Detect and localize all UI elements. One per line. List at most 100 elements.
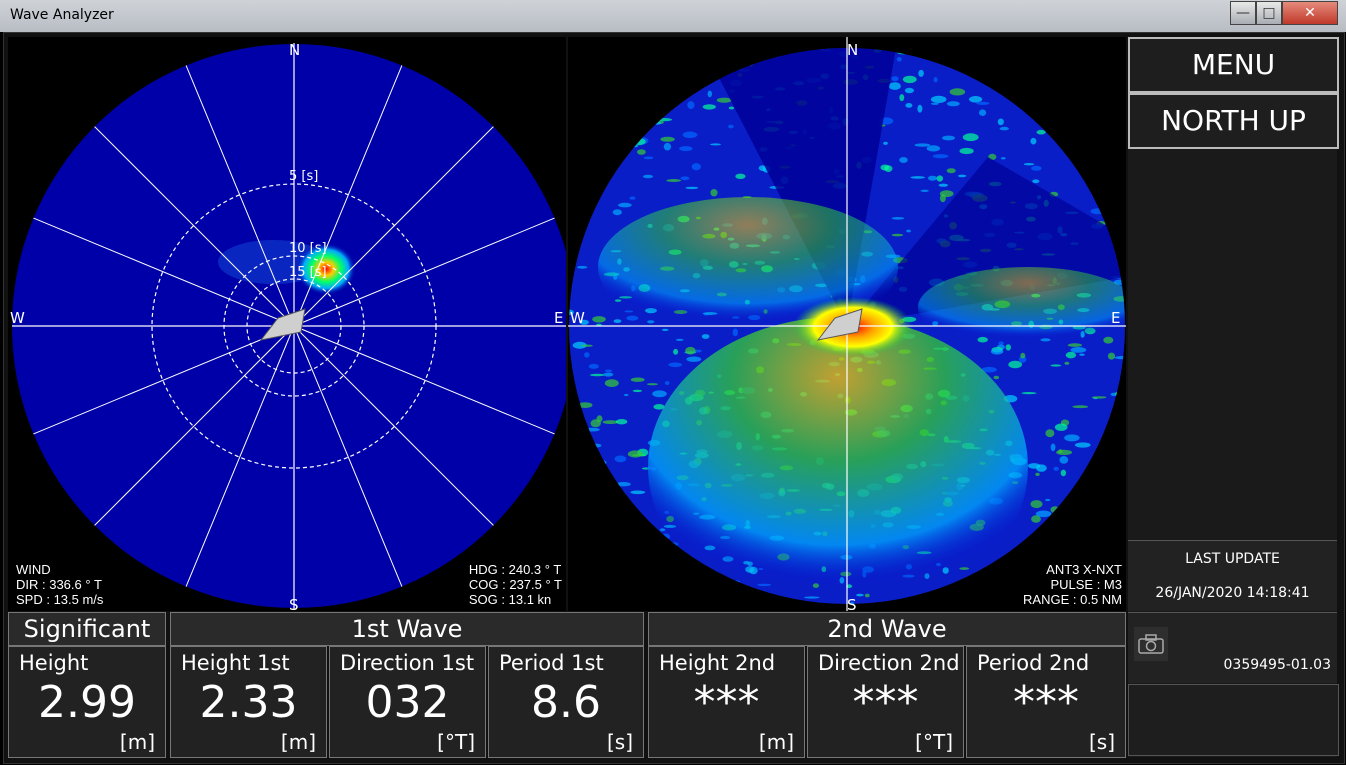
echo-speck (1072, 405, 1089, 409)
wind-speed: SPD : 13.5 m/s (16, 592, 104, 607)
height-2nd-unit: [m] (758, 730, 794, 754)
period-2nd-cell: Period 2nd *** [s] (966, 646, 1126, 758)
echo-speck (748, 597, 764, 604)
echo-speck (582, 146, 597, 149)
echo-speck (572, 109, 581, 115)
echo-speck (1090, 208, 1105, 215)
echo-speck (569, 486, 579, 492)
echo-speck (627, 134, 642, 140)
echo-speck (993, 375, 1000, 380)
echo-speck (592, 316, 606, 323)
echo-speck (661, 328, 669, 331)
echo-speck (588, 443, 602, 448)
echo-speck (1091, 396, 1107, 399)
west-label: W (10, 309, 25, 327)
echo-speck (1059, 456, 1069, 464)
echo-speck (666, 179, 682, 182)
echo-speck (1012, 572, 1020, 581)
echo-speck (618, 110, 623, 118)
echo-speck (592, 448, 598, 455)
echo-speck (969, 96, 983, 103)
echo-speck (1054, 423, 1068, 431)
echo-speck (657, 118, 672, 122)
echo-speck (647, 556, 654, 564)
echo-speck (998, 590, 1010, 597)
echo-speck (631, 45, 644, 47)
echo-speck (590, 373, 605, 377)
bearing-line (293, 126, 494, 327)
second-wave-header: 2nd Wave (648, 612, 1126, 646)
echo-speck (1067, 343, 1082, 347)
maximize-button[interactable]: □ (1256, 1, 1282, 25)
echo-speck (1019, 99, 1028, 102)
echo-speck (1096, 537, 1108, 545)
echo-speck (1090, 498, 1101, 502)
range-value: RANGE : 0.5 NM (1023, 592, 1122, 607)
echo-speck (1050, 443, 1056, 452)
echo-speck (590, 419, 601, 428)
echo-speck (597, 460, 607, 466)
echo-speck (570, 464, 581, 468)
wave-spectrum-panel[interactable]: N S E W 5 [s] 10 [s] 15 [s] WIND DIR : 3… (8, 37, 566, 611)
echo-speck (581, 54, 597, 60)
sog-value: SOG : 13.1 kn (468, 592, 552, 607)
echo-speck (663, 142, 672, 151)
echo-speck (569, 241, 578, 246)
echo-speck (1050, 506, 1060, 514)
echo-speck (931, 40, 935, 43)
echo-speck (626, 315, 639, 321)
echo-speck (624, 310, 634, 313)
echo-speck (653, 404, 665, 410)
echo-speck (1018, 355, 1027, 363)
echo-speck (1115, 39, 1121, 46)
wave-data-table: Significant 1st Wave 2nd Wave Height 2.9… (8, 612, 1126, 758)
ring-10s-label: 10 [s] (289, 241, 327, 256)
echo-speck (755, 48, 771, 53)
echo-speck (979, 109, 987, 116)
echo-speck (693, 349, 702, 353)
echo-speck (604, 369, 613, 373)
menu-button[interactable]: MENU (1128, 37, 1339, 93)
close-button[interactable]: ✕ (1282, 1, 1338, 25)
echo-speck (959, 43, 966, 46)
minimize-button[interactable]: — (1230, 1, 1256, 25)
echo-speck (962, 133, 979, 142)
echo-speck (691, 163, 701, 171)
echo-speck (589, 475, 599, 479)
echo-speck (999, 126, 1009, 131)
echo-speck (919, 51, 925, 58)
echo-speck (627, 450, 643, 458)
echo-speck (590, 472, 598, 475)
echo-speck (659, 528, 666, 532)
echo-speck (1032, 51, 1041, 57)
echo-speck (904, 87, 914, 94)
echo-speck (709, 143, 722, 146)
echo-speck (1060, 469, 1067, 477)
first-wave-header: 1st Wave (170, 612, 644, 646)
echo-speck (621, 108, 635, 116)
echo-speck (630, 377, 645, 382)
echo-speck (652, 89, 664, 94)
echo-speck (1045, 429, 1055, 438)
direction-2nd-value: *** (852, 677, 919, 728)
echo-speck (682, 131, 698, 139)
echo-speck (1078, 130, 1085, 136)
echo-speck (1099, 493, 1115, 498)
radar-echo-panel[interactable]: N S E W ANT3 X-NXT PULSE : M3 RANGE : 0.… (568, 37, 1126, 611)
echo-speck (722, 37, 731, 40)
echo-speck (650, 110, 665, 117)
echo-speck (629, 196, 636, 200)
echo-speck (1031, 515, 1041, 523)
echo-speck (613, 319, 622, 323)
camera-button[interactable] (1134, 627, 1168, 661)
echo-speck (987, 55, 1003, 62)
echo-speck (896, 57, 902, 62)
echo-speck (1031, 165, 1042, 171)
echo-speck (1035, 472, 1040, 476)
echo-speck (716, 97, 732, 103)
north-up-button[interactable]: NORTH UP (1128, 93, 1339, 149)
direction-1st-unit: [°T] (437, 730, 475, 754)
echo-speck (630, 137, 646, 146)
echo-speck (588, 363, 599, 369)
echo-speck (623, 105, 633, 112)
